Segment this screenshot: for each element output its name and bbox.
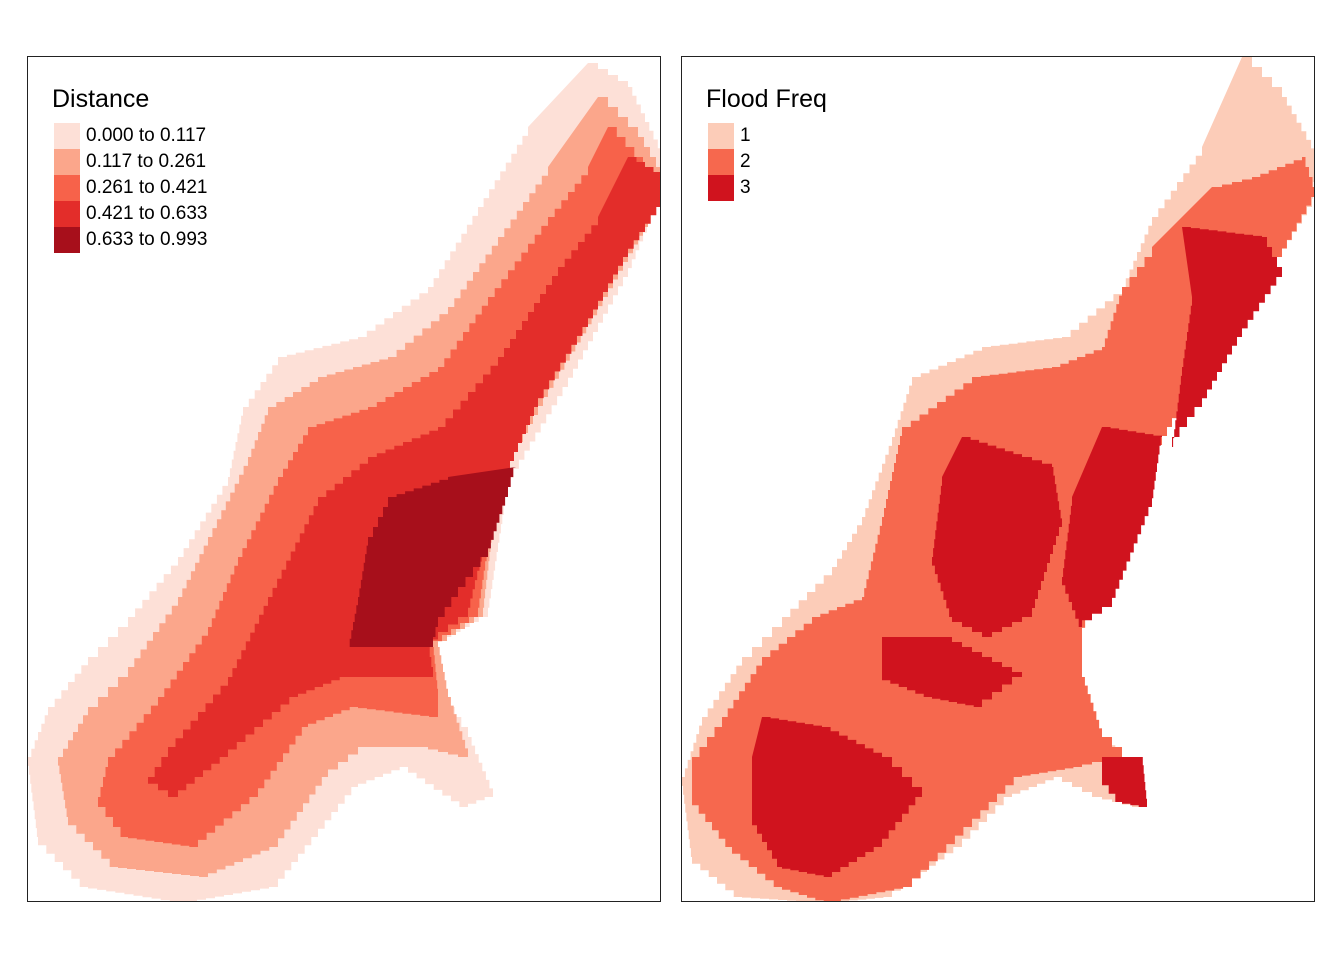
flood-zone-3 <box>752 717 922 877</box>
distance-raster-map <box>28 63 660 901</box>
distance-band-5 <box>348 467 516 647</box>
distance-legend: Distance 0.000 to 0.117 0.117 to 0.261 0… <box>52 85 208 253</box>
legend-label: 0.633 to 0.993 <box>86 229 208 250</box>
legend-item: 3 <box>706 175 827 201</box>
legend-label: 0.261 to 0.421 <box>86 177 208 198</box>
legend-label: 0.117 to 0.261 <box>86 151 207 172</box>
legend-swatch <box>54 227 80 253</box>
legend-label: 2 <box>740 151 751 172</box>
legend-item: 0.261 to 0.421 <box>52 175 208 201</box>
legend-label: 3 <box>740 177 751 198</box>
flood-freq-map-panel: Flood Freq 1 2 3 <box>681 56 1315 902</box>
legend-title: Distance <box>52 85 150 113</box>
legend-swatch <box>54 123 80 149</box>
legend-title: Flood Freq <box>706 85 827 113</box>
legend-label: 0.000 to 0.117 <box>86 125 207 146</box>
legend-item: 0.421 to 0.633 <box>52 201 208 227</box>
legend-item: 0.117 to 0.261 <box>52 149 208 175</box>
legend-swatch <box>708 123 734 149</box>
flood-zone-3 <box>882 637 1022 707</box>
legend-label: 1 <box>740 125 751 146</box>
flood-zone-3 <box>1062 427 1162 627</box>
legend-item: 0.000 to 0.117 <box>52 123 208 149</box>
legend-swatch <box>708 149 734 175</box>
legend-swatch <box>54 201 80 227</box>
legend-item: 0.633 to 0.993 <box>52 227 208 253</box>
distance-band-4 <box>148 157 660 797</box>
legend-swatch <box>708 175 734 201</box>
flood-freq-legend: Flood Freq 1 2 3 <box>706 85 827 201</box>
flood-zone-3 <box>1172 227 1282 447</box>
legend-swatch <box>54 149 80 175</box>
flood-zone-3 <box>932 437 1062 637</box>
flood-zone-3 <box>1102 757 1147 807</box>
flood-freq-raster-map <box>682 57 1314 901</box>
legend-item: 2 <box>706 149 827 175</box>
legend-item: 1 <box>706 123 827 149</box>
legend-label: 0.421 to 0.633 <box>86 203 208 224</box>
distance-map-panel: Distance 0.000 to 0.117 0.117 to 0.261 0… <box>27 56 661 902</box>
legend-swatch <box>54 175 80 201</box>
